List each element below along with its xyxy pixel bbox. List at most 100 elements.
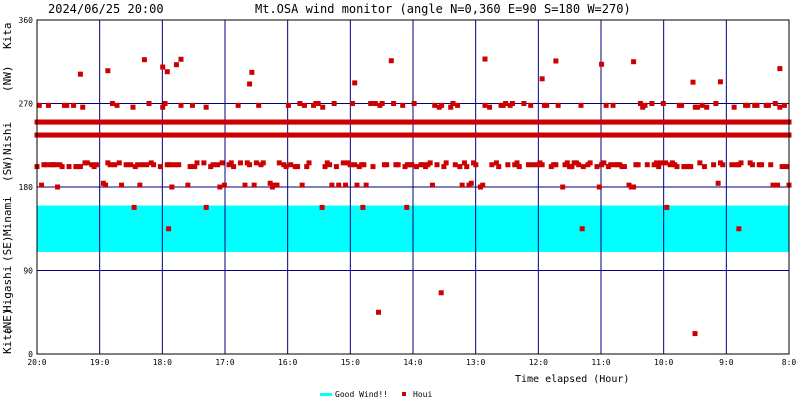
- y-tick-labels: 0 90 180 270 360: [19, 16, 34, 359]
- data-point: [621, 164, 627, 170]
- data-point: [301, 102, 307, 108]
- x-tick-label: 17:0: [215, 358, 234, 367]
- data-point: [473, 162, 479, 168]
- data-point: [482, 56, 488, 62]
- data-point: [489, 162, 495, 168]
- x-tick-label: 16:0: [278, 358, 297, 367]
- data-point: [660, 101, 666, 106]
- y-tick-label: 360: [19, 16, 34, 25]
- data-point: [745, 102, 751, 108]
- data-point: [343, 182, 349, 188]
- data-point: [285, 102, 291, 108]
- data-point: [187, 164, 193, 170]
- data-point: [306, 160, 312, 166]
- data-point: [729, 162, 735, 168]
- data-point: [413, 164, 419, 170]
- y-tick-label: 90: [23, 267, 33, 276]
- data-point: [370, 164, 376, 170]
- data-point: [427, 160, 433, 166]
- x-tick-label: 19:0: [90, 358, 109, 367]
- data-point: [409, 162, 415, 168]
- data-point: [731, 104, 737, 110]
- data-point: [461, 160, 467, 166]
- data-point: [674, 164, 680, 170]
- data-point: [112, 162, 118, 168]
- y-axis-side-label: Kita(NE)Higashi(SE)Minami(SW)Nishi(NW)Ki…: [1, 23, 14, 355]
- y-side-label-word: (NW): [1, 66, 14, 93]
- data-point: [587, 160, 593, 166]
- x-tick-label: 12:0: [529, 358, 548, 367]
- data-point: [276, 160, 282, 166]
- data-point: [354, 182, 360, 188]
- data-point: [228, 160, 234, 166]
- data-point: [384, 162, 390, 168]
- data-point: [336, 182, 342, 188]
- data-point: [329, 182, 335, 188]
- data-point: [114, 102, 120, 108]
- data-point: [514, 160, 520, 166]
- data-point: [36, 102, 42, 108]
- x-axis-label: Time elapsed (Hour): [515, 374, 629, 385]
- data-point: [210, 162, 216, 168]
- data-point: [131, 204, 137, 210]
- plot-frame: [36, 19, 790, 355]
- data-point: [496, 164, 502, 170]
- data-point: [219, 160, 225, 166]
- data-point: [249, 69, 255, 75]
- data-point: [441, 164, 447, 170]
- data-point: [251, 182, 257, 188]
- data-point: [487, 104, 493, 110]
- data-point: [388, 58, 394, 64]
- data-point: [564, 160, 570, 166]
- data-point: [178, 56, 184, 62]
- data-point: [663, 160, 669, 166]
- data-point: [695, 104, 701, 110]
- y-side-label-word: Kita: [1, 23, 14, 50]
- data-point: [295, 164, 301, 170]
- data-point: [267, 180, 273, 186]
- data-point: [297, 101, 303, 106]
- data-point: [464, 164, 470, 170]
- y-tick-label: 180: [19, 183, 34, 192]
- legend-houi-swatch: [402, 392, 406, 396]
- data-point: [331, 101, 337, 106]
- data-point: [45, 102, 51, 108]
- data-point: [283, 164, 289, 170]
- x-tick-label: 14:0: [403, 358, 422, 367]
- data-point: [539, 162, 545, 168]
- data-point: [770, 182, 776, 188]
- y-side-label-word: (SE): [1, 236, 14, 263]
- data-point: [596, 184, 602, 190]
- data-point: [103, 182, 109, 188]
- chart-title: Mt.OSA wind monitor (angle N=0,360 E=90 …: [255, 2, 631, 16]
- data-point: [658, 160, 664, 166]
- x-tick-label: 18:0: [153, 358, 172, 367]
- data-point: [169, 184, 175, 190]
- data-point: [349, 101, 355, 106]
- data-point: [189, 102, 195, 108]
- data-point: [80, 104, 86, 110]
- data-point: [468, 180, 474, 186]
- data-point: [697, 160, 703, 166]
- data-point: [555, 102, 561, 108]
- data-point: [530, 162, 536, 168]
- data-point: [713, 101, 719, 106]
- data-point: [327, 162, 333, 168]
- data-point: [274, 182, 280, 188]
- x-tick-labels: 20:0 19:0 18:0 17:0 16:0 15:0 14:0 13:0 12:0 11:0…: [27, 358, 796, 367]
- data-point: [777, 66, 783, 72]
- y-side-label-word: Higashi: [1, 266, 14, 312]
- y-side-label-word: Kita: [1, 328, 14, 355]
- data-point: [304, 164, 310, 170]
- data-point: [603, 102, 609, 108]
- data-point: [256, 102, 262, 108]
- data-point: [400, 102, 406, 108]
- data-point: [521, 101, 527, 106]
- data-point: [107, 162, 113, 168]
- data-point: [171, 162, 177, 168]
- data-point: [215, 162, 221, 168]
- data-point: [352, 162, 358, 168]
- data-point: [608, 162, 614, 168]
- data-point: [217, 184, 223, 190]
- data-point: [720, 162, 726, 168]
